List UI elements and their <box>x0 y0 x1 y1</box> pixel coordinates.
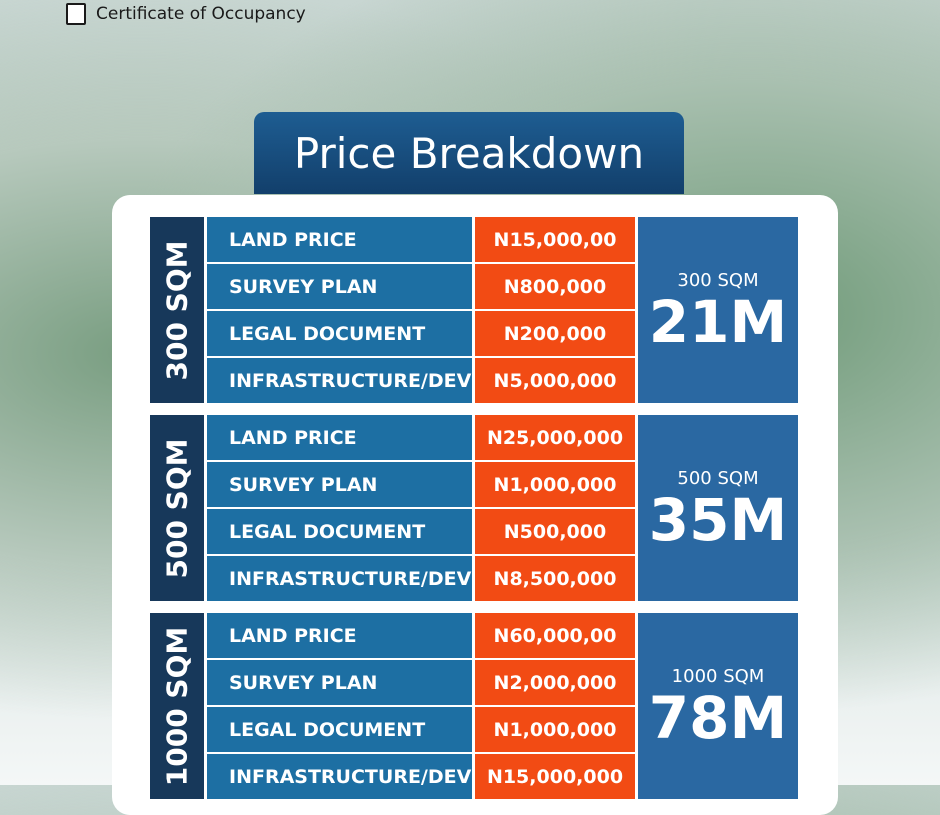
row-price: N60,000,00 <box>475 613 635 658</box>
section-summary: 300 SQM 21M <box>638 217 798 403</box>
summary-size: 500 SQM <box>677 467 759 489</box>
row-price: N1,000,000 <box>475 707 635 752</box>
row-item: SURVEY PLAN <box>207 264 472 309</box>
summary-size: 1000 SQM <box>671 665 765 687</box>
header-label: Certificate of Occupancy <box>96 4 306 24</box>
section-summary: 500 SQM 35M <box>638 415 798 601</box>
row-price: N500,000 <box>475 509 635 554</box>
section-side: 1000 SQM <box>150 613 204 799</box>
section-summary: 1000 SQM 78M <box>638 613 798 799</box>
side-label: 500 SQM <box>160 437 194 579</box>
section-side: 300 SQM <box>150 217 204 403</box>
summary-size: 300 SQM <box>677 269 759 291</box>
title: Price Breakdown <box>293 128 645 178</box>
header: Certificate of Occupancy <box>66 2 306 26</box>
doc-icon <box>66 3 86 25</box>
row-price: N5,000,000 <box>475 358 635 403</box>
row-item: LEGAL DOCUMENT <box>207 311 472 356</box>
row-item: LAND PRICE <box>207 415 472 460</box>
row-item: SURVEY PLAN <box>207 462 472 507</box>
side-label: 1000 SQM <box>160 626 194 786</box>
side-label: 300 SQM <box>160 239 194 381</box>
row-item: INFRASTRUCTURE/DEV <box>207 754 472 799</box>
title-banner: Price Breakdown <box>254 112 684 194</box>
row-price: N2,000,000 <box>475 660 635 705</box>
row-item: INFRASTRUCTURE/DEV <box>207 556 472 601</box>
row-item: LAND PRICE <box>207 217 472 262</box>
row-item: INFRASTRUCTURE/DEV <box>207 358 472 403</box>
row-price: N25,000,000 <box>475 415 635 460</box>
row-price: N200,000 <box>475 311 635 356</box>
row-price: N1,000,000 <box>475 462 635 507</box>
summary-total: 21M <box>648 287 788 356</box>
row-item: SURVEY PLAN <box>207 660 472 705</box>
row-item: LAND PRICE <box>207 613 472 658</box>
row-price: N800,000 <box>475 264 635 309</box>
row-item: LEGAL DOCUMENT <box>207 707 472 752</box>
row-price: N15,000,000 <box>475 754 635 799</box>
summary-total: 78M <box>648 683 788 752</box>
summary-total: 35M <box>648 485 788 554</box>
row-price: N15,000,00 <box>475 217 635 262</box>
section-side: 500 SQM <box>150 415 204 601</box>
row-item: LEGAL DOCUMENT <box>207 509 472 554</box>
row-price: N8,500,000 <box>475 556 635 601</box>
